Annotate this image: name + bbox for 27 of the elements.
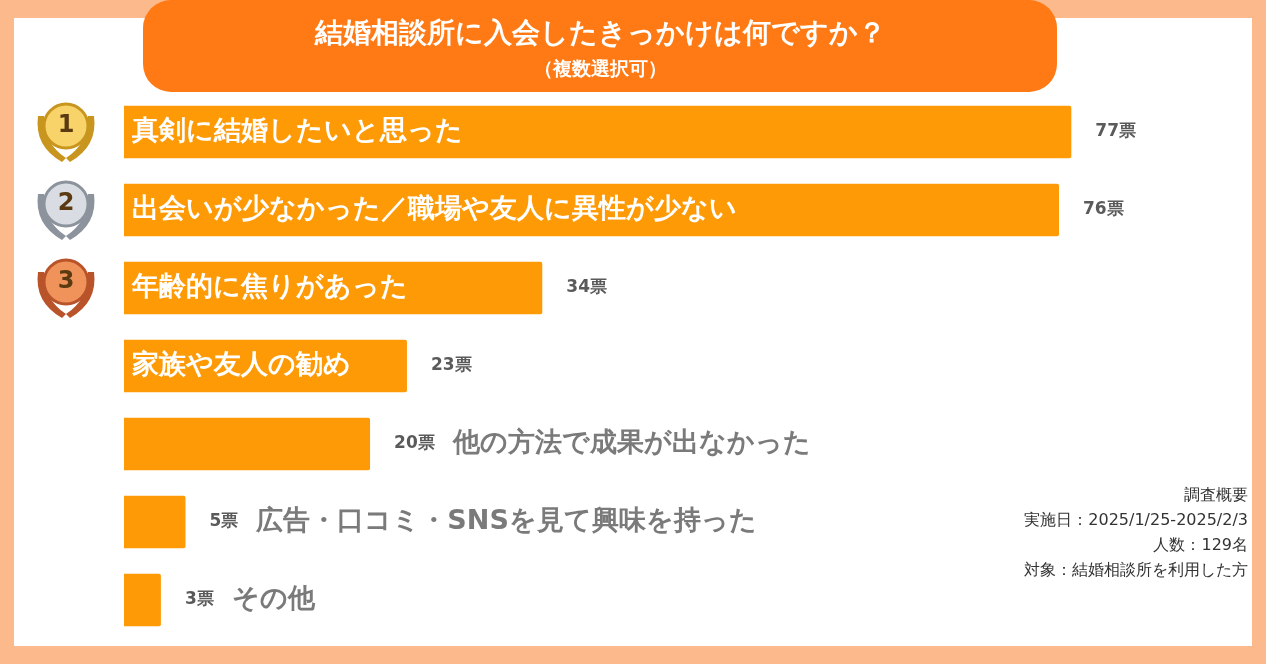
bar — [124, 105, 1072, 159]
data-label: 20票 — [394, 432, 435, 453]
data-label: 76票 — [1083, 198, 1124, 219]
text: 3 — [56, 266, 76, 294]
text: 人数：129名 — [1152, 534, 1248, 556]
data-label: 5票 — [209, 510, 239, 531]
data-label: 34票 — [566, 276, 607, 297]
y-tick-label: 真剣に結婚したいと思った — [131, 114, 463, 146]
y-tick-label: 広告・口コミ・SNSを見て興味を持った — [255, 504, 757, 536]
chart-title: 結婚相談所に入会したきっかけは何ですか？ — [313, 15, 887, 51]
bar — [124, 573, 161, 627]
annotation: 対象：結婚相談所を利用した方 — [1024, 559, 1248, 581]
chart-subtitle: （複数選択可） — [532, 56, 668, 81]
data-label: 3票 — [184, 588, 214, 609]
bar — [124, 417, 371, 471]
data-label: 23票 — [430, 354, 472, 375]
y-tick-label: その他 — [231, 582, 316, 614]
y-tick-label: 家族や友人の勧め — [131, 348, 351, 380]
y-tick-label: 出会いが少なかった／職場や友人に異性が少ない — [132, 192, 737, 224]
y-tick-label: 他の方法で成果が出なかった — [451, 426, 811, 458]
bar — [124, 495, 186, 549]
data-label: 77票 — [1095, 120, 1136, 141]
text: 1 — [56, 110, 76, 138]
text: 調査概要 — [1183, 484, 1248, 506]
annotation: 実施日：2025/1/25-2025/2/3 — [1024, 509, 1248, 531]
text: 2 — [56, 188, 76, 216]
y-tick-label: 年齢的に焦りがあった — [131, 270, 408, 302]
